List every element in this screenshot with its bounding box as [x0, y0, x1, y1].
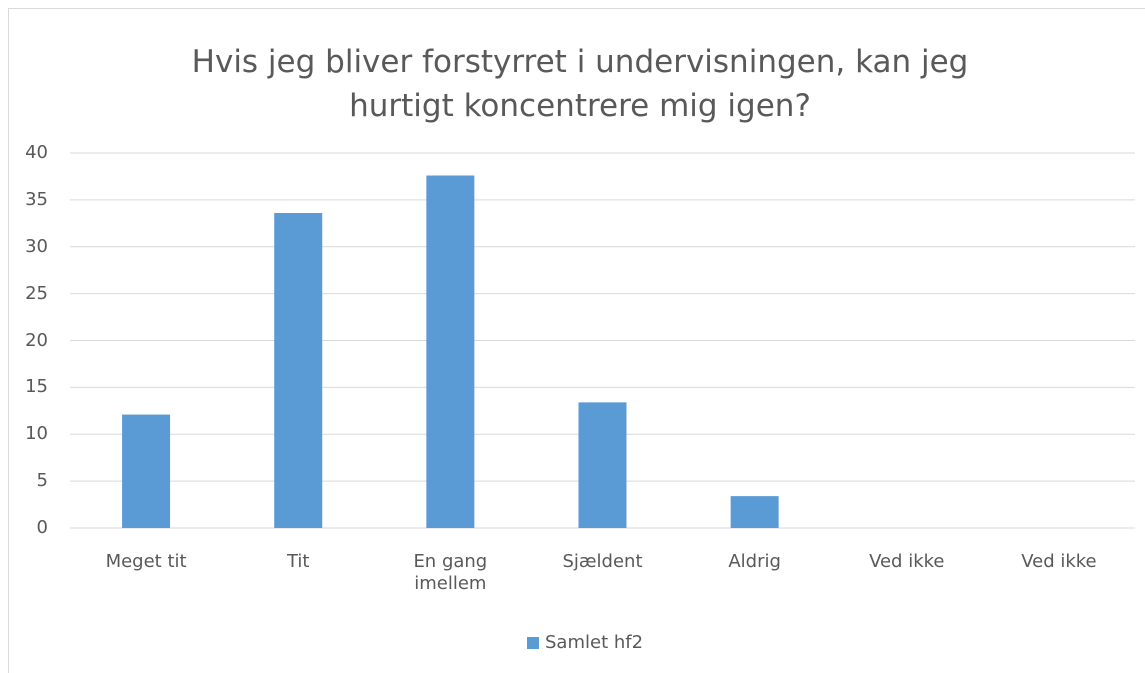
legend-label: Samlet hf2 — [545, 632, 644, 653]
x-tick-label: Sjældent — [562, 551, 643, 572]
legend-swatch — [527, 637, 539, 649]
bar — [274, 213, 323, 528]
y-tick-label: 10 — [25, 423, 48, 445]
x-tick-label: Meget tit — [105, 551, 187, 572]
y-tick-label: 30 — [25, 235, 48, 257]
y-tick-label: 25 — [25, 282, 48, 304]
x-tick-label: Ved ikke — [1021, 551, 1097, 572]
y-tick-label: 20 — [25, 329, 48, 351]
y-tick-label: 0 — [36, 517, 48, 538]
x-tick-label: En gang imellem — [413, 551, 488, 594]
x-tick-label: Ved ikke — [869, 551, 945, 572]
chart-border — [8, 8, 1145, 673]
y-tick-label: 5 — [36, 470, 48, 492]
bar — [578, 402, 627, 528]
bar — [122, 414, 171, 528]
x-tick-label: Tit — [286, 551, 310, 572]
bar — [730, 496, 779, 528]
chart-title: Hvis jeg bliver forstyrret i undervisnin… — [191, 44, 969, 124]
y-tick-label: 35 — [25, 188, 48, 210]
bar — [426, 175, 475, 528]
y-tick-label: 40 — [25, 142, 48, 163]
x-tick-label: Aldrig — [728, 551, 781, 572]
y-tick-label: 15 — [25, 376, 48, 398]
